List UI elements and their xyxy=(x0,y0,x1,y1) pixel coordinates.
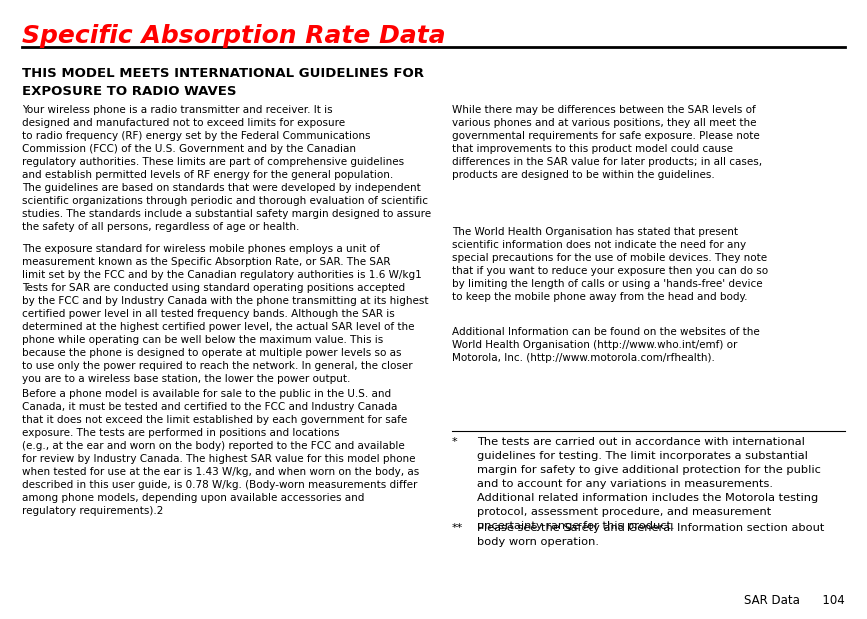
Text: Specific Absorption Rate Data: Specific Absorption Rate Data xyxy=(22,24,446,48)
Text: While there may be differences between the SAR levels of
various phones and at v: While there may be differences between t… xyxy=(452,105,762,180)
Text: The exposure standard for wireless mobile phones employs a unit of
measurement k: The exposure standard for wireless mobil… xyxy=(22,244,428,384)
Text: **: ** xyxy=(452,523,463,533)
Text: The World Health Organisation has stated that present
scientific information doe: The World Health Organisation has stated… xyxy=(452,227,768,302)
Text: The tests are carried out in accordance with international
guidelines for testin: The tests are carried out in accordance … xyxy=(477,437,821,531)
Text: Please see the Safety and General Information section about
body worn operation.: Please see the Safety and General Inform… xyxy=(477,523,825,547)
Text: Additional Information can be found on the websites of the
World Health Organisa: Additional Information can be found on t… xyxy=(452,327,759,363)
Text: Before a phone model is available for sale to the public in the U.S. and
Canada,: Before a phone model is available for sa… xyxy=(22,389,420,516)
Text: THIS MODEL MEETS INTERNATIONAL GUIDELINES FOR
EXPOSURE TO RADIO WAVES: THIS MODEL MEETS INTERNATIONAL GUIDELINE… xyxy=(22,67,424,98)
Text: SAR Data      104: SAR Data 104 xyxy=(744,594,845,607)
Text: Your wireless phone is a radio transmitter and receiver. It is
designed and manu: Your wireless phone is a radio transmitt… xyxy=(22,105,431,232)
Text: *: * xyxy=(452,437,458,447)
